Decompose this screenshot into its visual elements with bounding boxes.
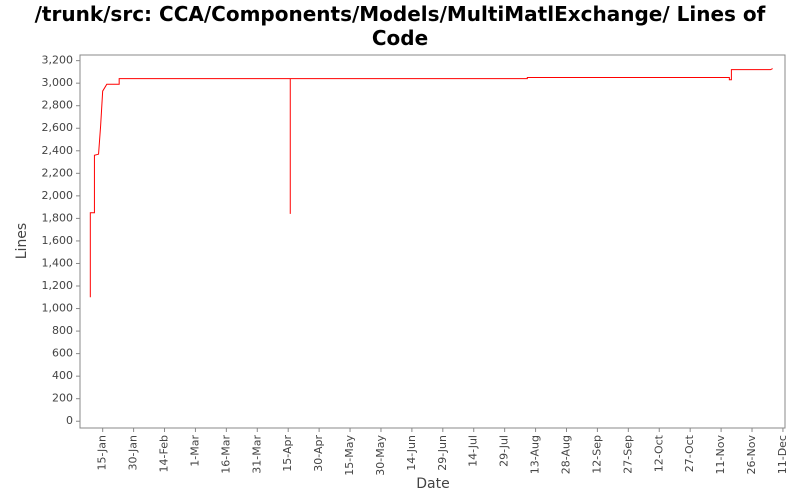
y-tick-label: 1,200 bbox=[42, 279, 74, 292]
x-tick-label: 30-May bbox=[374, 435, 387, 476]
x-tick-label: 26-Nov bbox=[745, 435, 758, 475]
x-axis-title: Date bbox=[416, 476, 449, 492]
y-tick-label: 1,000 bbox=[42, 302, 74, 315]
x-tick-label: 30-Apr bbox=[312, 435, 325, 472]
x-tick-label: 31-Mar bbox=[250, 435, 263, 474]
x-tick-label: 11-Dec bbox=[776, 435, 789, 474]
x-tick-label: 14-Jul bbox=[467, 435, 480, 467]
x-tick-label: 16-Mar bbox=[219, 435, 232, 474]
x-tick-label: 15-Jan bbox=[96, 435, 109, 471]
x-tick-label: 12-Oct bbox=[652, 434, 665, 472]
x-tick-label: 14-Jun bbox=[405, 435, 418, 471]
data-line bbox=[89, 68, 773, 298]
x-tick-label: 29-Jun bbox=[436, 435, 449, 471]
x-tick-label: 30-Jan bbox=[127, 435, 140, 471]
y-tick-label: 400 bbox=[52, 369, 73, 382]
y-tick-label: 2,600 bbox=[42, 121, 74, 134]
y-tick-label: 1,600 bbox=[42, 234, 74, 247]
y-tick-label: 600 bbox=[52, 347, 73, 360]
y-tick-label: 200 bbox=[52, 392, 73, 405]
y-tick-label: 2,800 bbox=[42, 99, 74, 112]
x-tick-label: 1-Mar bbox=[188, 435, 201, 467]
y-tick-label: 1,800 bbox=[42, 211, 74, 224]
x-tick-label: 14-Feb bbox=[158, 435, 171, 472]
y-tick-label: 800 bbox=[52, 324, 73, 337]
y-tick-label: 0 bbox=[66, 414, 73, 427]
chart-title: /trunk/src: CCA/Components/Models/MultiM… bbox=[34, 2, 766, 50]
x-tick-label: 28-Aug bbox=[559, 435, 572, 474]
plot-area bbox=[79, 54, 786, 429]
x-tick-label: 12-Sep bbox=[590, 435, 603, 474]
x-tick-label: 27-Sep bbox=[621, 435, 634, 474]
y-tick-label: 2,200 bbox=[42, 166, 74, 179]
x-tick-label: 29-Jul bbox=[498, 435, 511, 467]
y-tick-label: 3,000 bbox=[42, 76, 74, 89]
y-tick-label: 2,400 bbox=[42, 144, 74, 157]
y-axis-title: Lines bbox=[14, 223, 30, 259]
y-tick-label: 3,200 bbox=[42, 54, 74, 67]
y-tick-label: 2,000 bbox=[42, 189, 74, 202]
x-tick-label: 11-Nov bbox=[714, 435, 727, 475]
x-tick-label: 15-May bbox=[343, 435, 356, 476]
x-tick-label: 15-Apr bbox=[281, 435, 294, 472]
y-tick-label: 1,400 bbox=[42, 256, 74, 269]
x-tick-label: 13-Aug bbox=[529, 435, 542, 474]
x-tick-label: 27-Oct bbox=[683, 434, 696, 472]
